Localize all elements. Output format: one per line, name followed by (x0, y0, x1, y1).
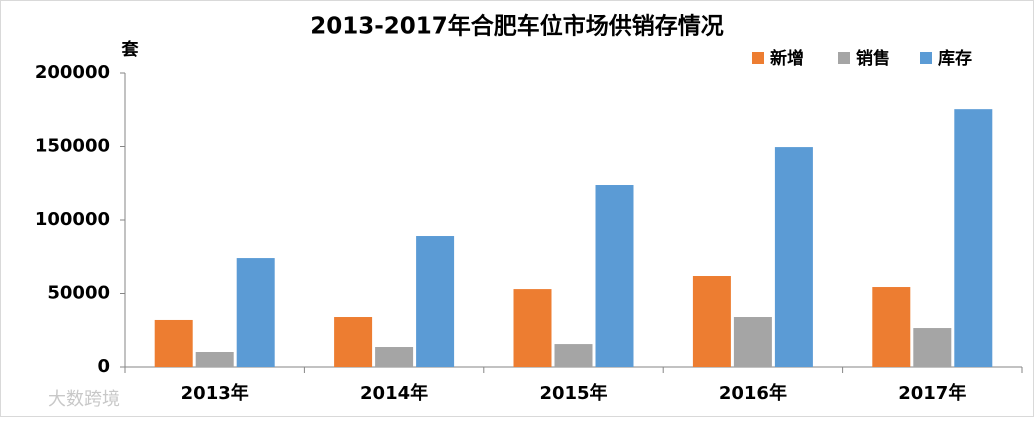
x-tick-label: 2015年 (539, 382, 607, 404)
x-tick-label: 2014年 (360, 382, 428, 404)
bar (595, 185, 634, 367)
legend-swatch (920, 52, 932, 64)
bar (554, 344, 593, 367)
bar (692, 276, 731, 367)
bar (236, 258, 275, 367)
legend-swatch (752, 52, 764, 64)
y-tick-label: 200000 (35, 62, 110, 83)
x-tick-label: 2016年 (719, 382, 787, 404)
y-tick-label: 100000 (35, 209, 110, 230)
legend-label: 新增 (770, 48, 804, 69)
legend-label: 销售 (856, 48, 890, 69)
chart-title: 2013-2017年合肥车位市场供销存情况 (310, 13, 724, 40)
bar (154, 319, 193, 367)
bar (334, 317, 373, 367)
legend-label: 库存 (938, 48, 972, 69)
bar (416, 236, 455, 367)
bar (733, 317, 772, 367)
y-tick-label: 150000 (35, 136, 110, 157)
bar (954, 109, 993, 368)
bar (872, 287, 911, 367)
bar (375, 347, 414, 367)
legend-swatch (838, 52, 850, 64)
x-tick-label: 2013年 (181, 382, 249, 404)
y-axis-label: 套 (121, 39, 140, 60)
bar (195, 352, 234, 367)
bar (774, 147, 813, 367)
x-tick-label: 2017年 (898, 382, 966, 404)
y-tick-label: 50000 (47, 283, 110, 304)
bar (913, 328, 952, 367)
y-tick-label: 0 (97, 356, 110, 377)
watermark: 大数跨境 (48, 389, 120, 410)
bar (513, 289, 552, 367)
